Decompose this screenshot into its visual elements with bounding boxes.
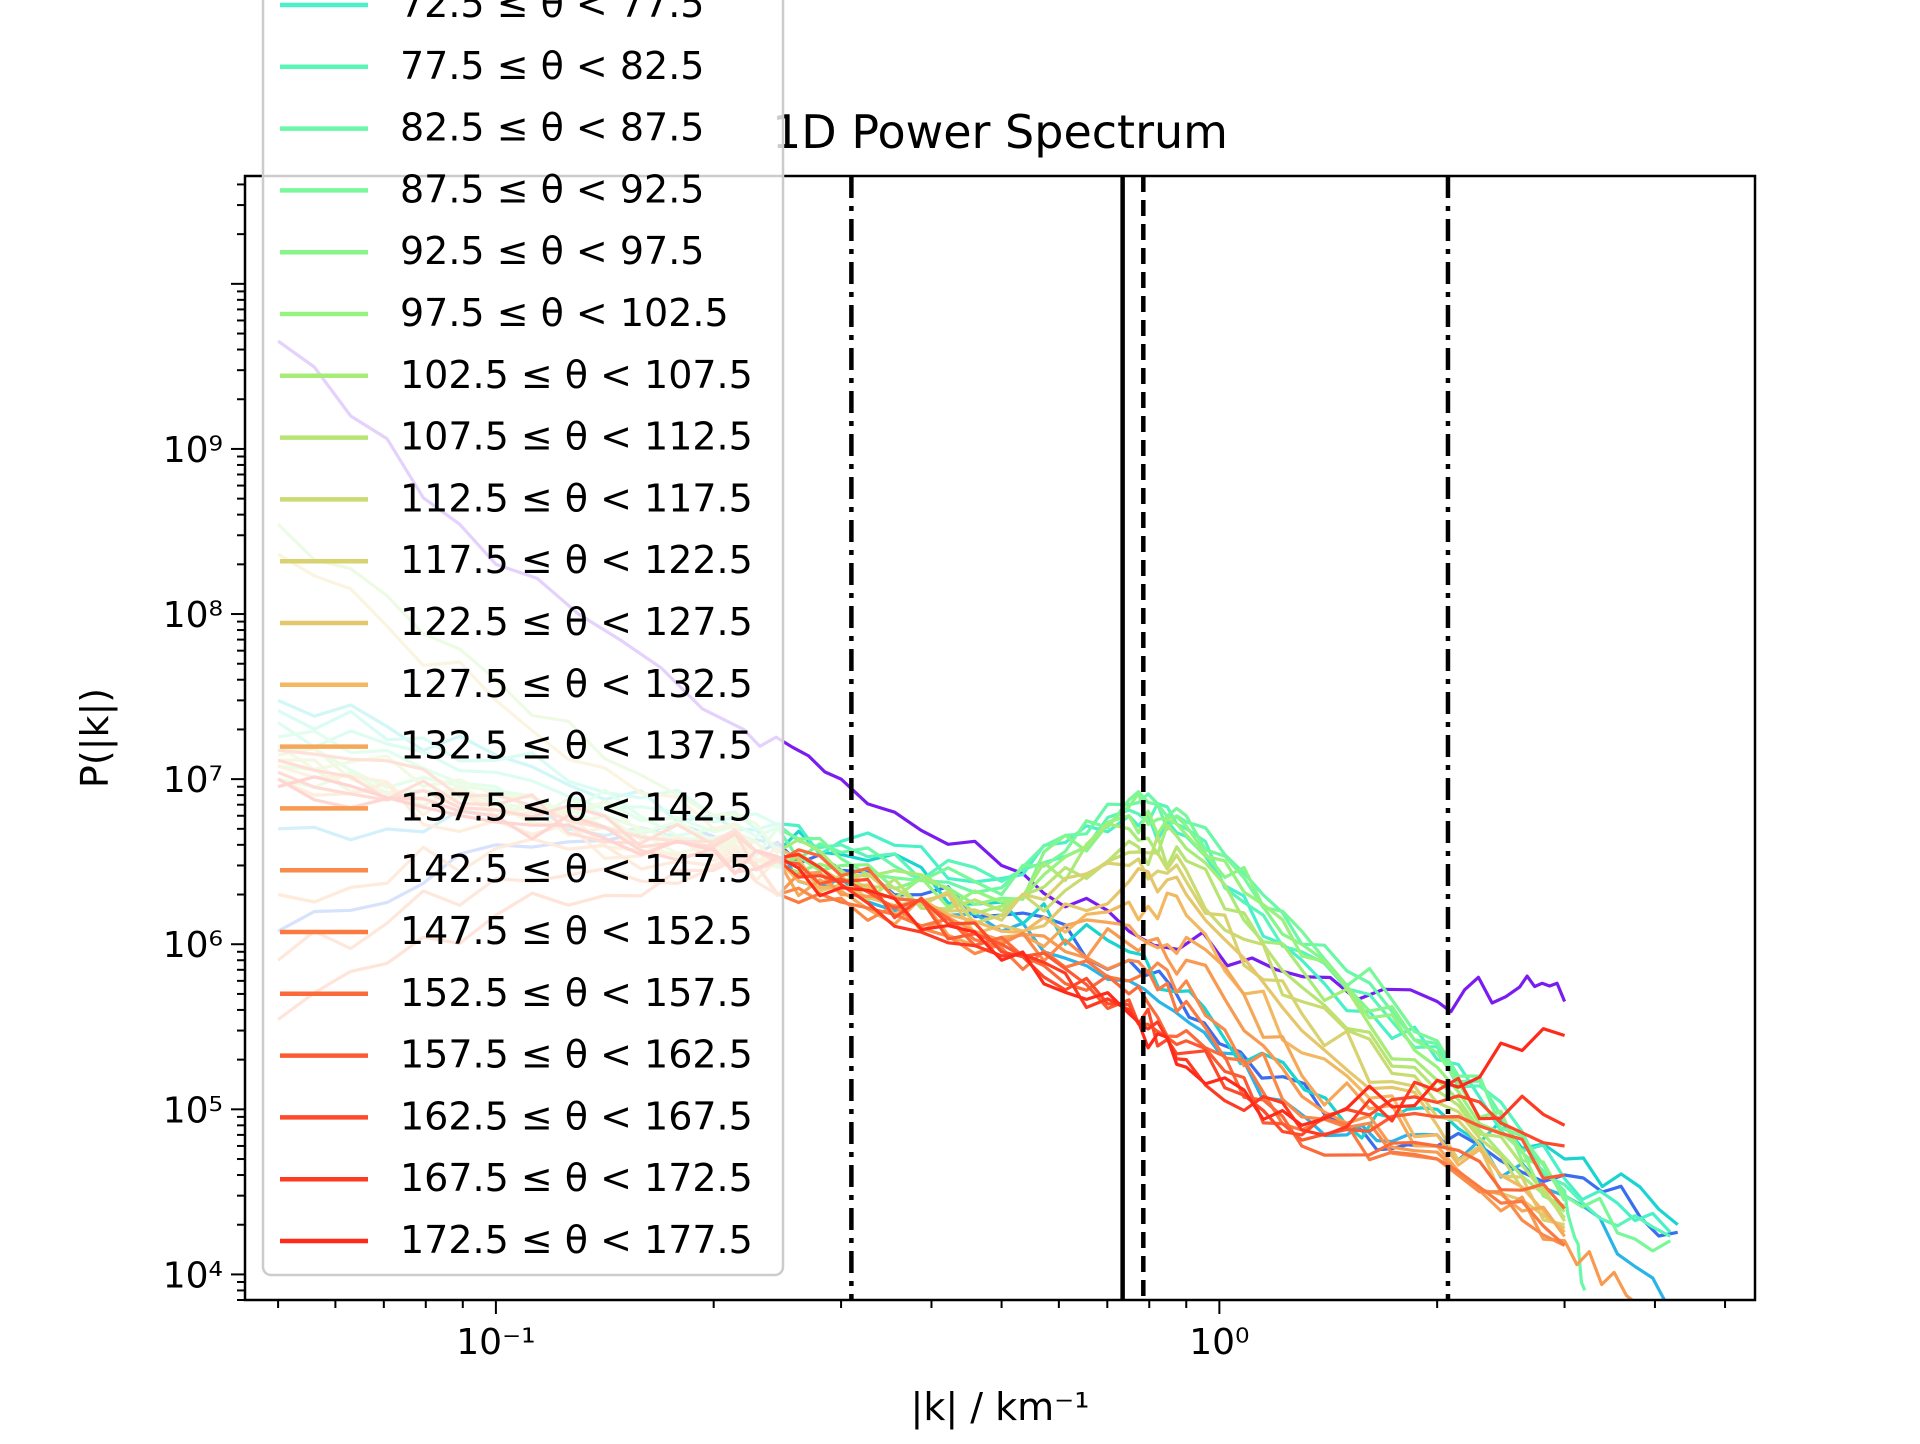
legend-label: 82.5 ≤ θ < 87.5	[400, 106, 704, 150]
legend-entry: 72.5 ≤ θ < 77.5	[280, 0, 704, 26]
legend-entry: 132.5 ≤ θ < 137.5	[280, 724, 753, 768]
legend-entry: 92.5 ≤ θ < 97.5	[280, 229, 704, 273]
legend: 72.5 ≤ θ < 77.5 77.5 ≤ θ < 82.5 82.5 ≤ θ <…	[261, 0, 785, 1277]
legend-entry: 107.5 ≤ θ < 112.5	[280, 415, 753, 459]
legend-entry: 152.5 ≤ θ < 157.5	[280, 971, 753, 1015]
legend-label: 92.5 ≤ θ < 97.5	[400, 229, 704, 273]
legend-label: 77.5 ≤ θ < 82.5	[400, 44, 704, 88]
legend-label: 157.5 ≤ θ < 162.5	[400, 1033, 753, 1077]
legend-label: 132.5 ≤ θ < 137.5	[400, 724, 753, 768]
y-tick-label: 10⁹	[163, 430, 223, 471]
legend-label: 127.5 ≤ θ < 132.5	[400, 662, 753, 706]
legend-entry: 117.5 ≤ θ < 122.5	[280, 538, 753, 582]
y-tick-label: 10⁶	[163, 925, 223, 966]
legend-entry: 172.5 ≤ θ < 177.5	[280, 1218, 753, 1262]
axis-ticks: 10⁻¹ 10⁰ 10⁴ 10⁵ 10⁶ 10⁷ 10⁸ 10⁹	[163, 183, 1727, 1363]
legend-label: 122.5 ≤ θ < 127.5	[400, 600, 753, 644]
legend-label: 152.5 ≤ θ < 157.5	[400, 971, 753, 1015]
legend-box	[261, 0, 785, 1277]
y-tick-label: 10⁴	[163, 1255, 223, 1296]
legend-entry: 142.5 ≤ θ < 147.5	[280, 847, 753, 891]
legend-label: 142.5 ≤ θ < 147.5	[400, 847, 753, 891]
legend-entry: 82.5 ≤ θ < 87.5	[280, 106, 704, 150]
legend-label: 87.5 ≤ θ < 92.5	[400, 167, 704, 211]
x-tick-label: 10⁻¹	[456, 1322, 535, 1363]
legend-label: 162.5 ≤ θ < 167.5	[400, 1094, 753, 1138]
legend-label: 72.5 ≤ θ < 77.5	[400, 0, 704, 26]
legend-label: 137.5 ≤ θ < 142.5	[400, 785, 753, 829]
legend-entry: 167.5 ≤ θ < 172.5	[280, 1156, 753, 1200]
legend-label: 107.5 ≤ θ < 112.5	[400, 415, 753, 459]
legend-label: 102.5 ≤ θ < 107.5	[400, 353, 753, 397]
y-axis-label: P(|k|)	[73, 688, 118, 788]
legend-label: 147.5 ≤ θ < 152.5	[400, 909, 753, 953]
legend-label: 167.5 ≤ θ < 172.5	[400, 1156, 753, 1200]
legend-label: 117.5 ≤ θ < 122.5	[400, 538, 753, 582]
legend-entry: 162.5 ≤ θ < 167.5	[280, 1094, 753, 1138]
legend-entry: 157.5 ≤ θ < 162.5	[280, 1033, 753, 1077]
legend-entry: 112.5 ≤ θ < 117.5	[280, 476, 753, 520]
legend-entry: 87.5 ≤ θ < 92.5	[280, 167, 704, 211]
legend-label: 112.5 ≤ θ < 117.5	[400, 476, 753, 520]
y-tick-label: 10⁷	[163, 760, 223, 801]
y-tick-label: 10⁵	[163, 1090, 223, 1131]
legend-entry: 97.5 ≤ θ < 102.5	[280, 291, 729, 335]
legend-label: 172.5 ≤ θ < 177.5	[400, 1218, 753, 1262]
plot-frame	[243, 174, 1757, 1302]
legend-entry: 77.5 ≤ θ < 82.5	[280, 44, 704, 88]
legend-entry: 147.5 ≤ θ < 152.5	[280, 909, 753, 953]
legend-entry: 122.5 ≤ θ < 127.5	[280, 600, 753, 644]
legend-entry: 102.5 ≤ θ < 107.5	[280, 353, 753, 397]
legend-label: 97.5 ≤ θ < 102.5	[400, 291, 729, 335]
reference-lines	[849, 176, 1451, 1300]
legend-entry: 137.5 ≤ θ < 142.5	[280, 785, 753, 829]
x-tick-label: 10⁰	[1189, 1322, 1249, 1363]
y-tick-label: 10⁸	[163, 595, 223, 636]
x-axis-label: |k| / km⁻¹	[911, 1385, 1090, 1430]
legend-entry: 127.5 ≤ θ < 132.5	[280, 662, 753, 706]
chart-title: 1D Power Spectrum	[772, 105, 1228, 159]
